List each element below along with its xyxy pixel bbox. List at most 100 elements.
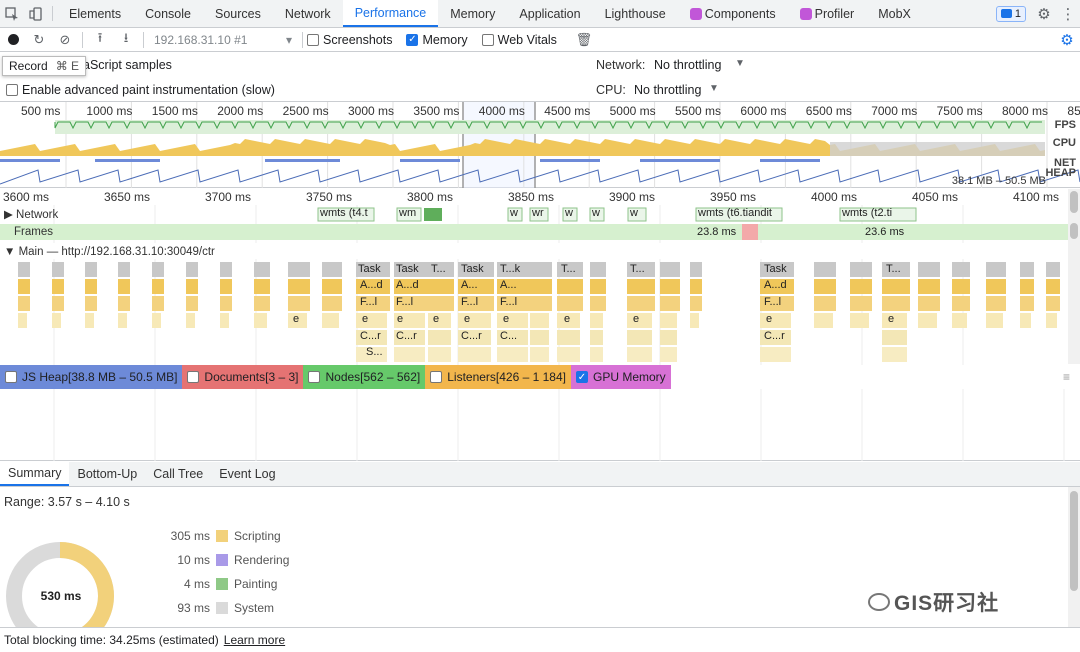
more-menu-icon[interactable]: ⋮ [1060,5,1076,23]
network-track-header[interactable]: ▶ Network [4,209,59,221]
tab-components[interactable]: Components [678,0,788,27]
scrollbar-thumb[interactable] [1070,491,1078,591]
checkbox-box[interactable] [187,371,200,383]
flame-label: F...l [360,296,378,308]
flame-block [254,262,270,277]
record-tooltip: Record ⌘ E [2,56,87,76]
flame-block [530,279,552,294]
capture-settings-button[interactable]: ⚙ [1054,28,1080,52]
tab-elements[interactable]: Elements [69,6,122,21]
summary-scrollbar[interactable] [1068,487,1080,627]
net-bar [265,159,340,162]
overview-tick-label: 500 ms [21,104,61,118]
tab-summary[interactable]: Summary [0,462,70,486]
listeners-counter[interactable]: Listeners[426 – 1 184] [425,365,571,389]
counter-label: GPU Memory [593,370,666,384]
record-icon [7,34,19,45]
flame-block [850,296,872,311]
issues-badge[interactable]: 1 [995,5,1026,22]
detail-time-ruler: 3600 ms 3650 ms 3700 ms 3750 ms 3800 ms 3850 … [0,189,1068,205]
net-label: NET [1054,157,1076,169]
overview-tick-label: 5500 ms [675,104,722,118]
checkbox-box[interactable] [308,371,321,383]
flame-chart[interactable]: ▶ Network Frames ▼ Main — http://192.168… [0,205,1068,365]
flamechart-scrollbar[interactable] [1068,189,1080,364]
tab-event-log[interactable]: Event Log [219,467,276,481]
legend-value: 10 ms [177,553,210,567]
reload-record-button[interactable]: ↻ [26,28,52,52]
tab-console[interactable]: Console [145,6,191,21]
dropdown-arrow-icon: ▾ [285,32,292,47]
memory-checkbox[interactable]: ✓ Memory [406,33,468,47]
overview-tick-label: 850 [1067,104,1080,118]
main-track-header-bg [0,243,1068,259]
nodes-counter[interactable]: Nodes[562 – 562] [303,365,426,389]
screenshots-checkbox[interactable]: Screenshots [307,33,392,47]
flame-block [557,313,580,328]
download-icon: ⭳ [123,29,129,45]
garbage-collect-button[interactable]: 🗑 [571,28,597,52]
ruler-tick-label: 3850 ms [508,190,555,204]
settings-gear-icon[interactable]: ⚙ [1037,5,1051,23]
load-profile-button[interactable]: ⭱ [87,28,113,52]
flame-block [458,296,494,311]
network-request-bar [695,207,783,222]
flame-block [497,262,531,277]
tab-mobx[interactable]: MobX [878,6,911,21]
flame-label: C...r [360,330,381,342]
web-vitals-checkbox[interactable]: Web Vitals [481,33,557,47]
tab-sources[interactable]: Sources [214,6,261,21]
scrollbar-thumb[interactable] [1070,223,1078,239]
flame-label: C... [500,330,518,342]
clear-button[interactable]: ⊘ [52,28,78,52]
tab-lighthouse[interactable]: Lighthouse [604,6,666,21]
tab-network[interactable]: Network [284,6,331,21]
main-track-header[interactable]: ▼ Main — http://192.168.31.10:30049/ctr [4,246,215,258]
flame-block [322,279,342,294]
checkbox-box[interactable] [430,371,443,383]
save-profile-button[interactable]: ⭳ [113,28,139,52]
checkbox-box[interactable] [481,33,494,46]
flame-block [850,262,872,277]
cpu-throttle-select[interactable]: No throttling [634,83,702,97]
flame-block [18,313,27,328]
tab-application[interactable]: Application [519,6,581,21]
timeline-overview[interactable]: 500 ms 1000 ms 1500 ms 2000 ms 2500 ms 3000 m… [0,102,1080,188]
tooltip-shortcut: ⌘ E [55,59,80,73]
network-throttle-select[interactable]: No throttling [654,58,722,72]
tab-bottom-up[interactable]: Bottom-Up [77,467,138,481]
documents-counter[interactable]: Documents[3 – 3] [182,365,304,389]
overview-tick-label: 8000 ms [1002,104,1049,118]
checkbox-box[interactable]: ✓ [576,371,588,383]
toolbar-divider [302,31,303,48]
learn-more-link[interactable]: Learn more [223,633,286,647]
dropdown-arrow-icon[interactable]: ▼ [735,58,745,69]
checkbox-box[interactable] [307,33,319,46]
tab-profiler[interactable]: Profiler [788,0,867,27]
checkbox-box[interactable] [5,371,17,383]
flame-block [814,262,836,277]
tab-call-tree[interactable]: Call Tree [153,467,204,481]
resize-handle-icon[interactable]: ≡ [1062,370,1070,384]
js-heap-counter[interactable]: JS Heap[38.8 MB – 50.5 MB] [0,365,183,389]
device-toolbar-icon[interactable] [24,0,48,27]
checkbox-box[interactable]: ✓ [406,33,419,46]
frames-track-header[interactable]: Frames [14,226,53,238]
recording-select[interactable]: 192.168.31.10 #1 ▾ [148,33,298,47]
gpu-memory-counter[interactable]: ✓ GPU Memory [571,365,671,389]
flame-block [1046,296,1060,311]
record-button[interactable] [0,28,26,52]
scrollbar-thumb[interactable] [1070,191,1078,213]
tab-performance[interactable]: Performance [342,0,439,27]
tab-memory[interactable]: Memory [450,6,496,21]
ruler-tick-label: 4000 ms [811,190,858,204]
dropdown-arrow-icon[interactable]: ▼ [709,83,719,94]
flame-block [394,296,428,311]
legend-scripting: 305 ms Scripting [150,528,310,544]
paint-instrumentation-checkbox[interactable] [6,84,18,96]
inspect-element-icon[interactable] [0,0,24,27]
flame-block [394,262,428,277]
flame-block [918,279,940,294]
flame-label: e [293,313,300,325]
ruler-tick-label: 3650 ms [104,190,151,204]
